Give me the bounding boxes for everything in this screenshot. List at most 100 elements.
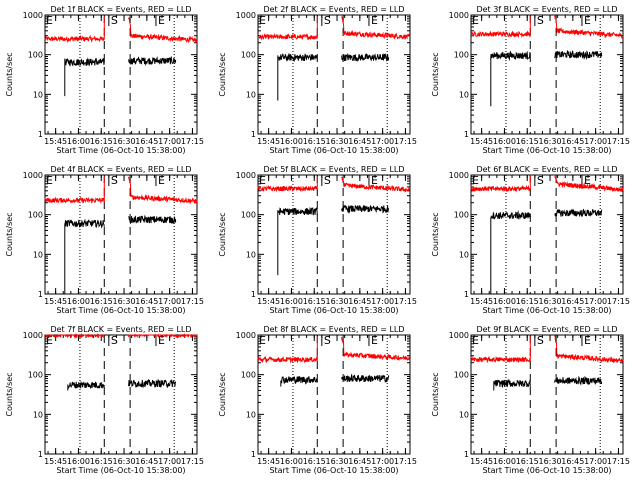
end-marker: E [371,174,378,187]
x-tick-label: 16:15 [303,137,326,146]
detector-panel-8: Det 8f BLACK = Events, RED = LLD Counts/s… [218,325,417,475]
panel-title: Det 6f BLACK = Events, RED = LLD [476,165,617,174]
end-marker: E [584,14,591,27]
y-tick-label: 100 [28,51,43,60]
y-tick-label: 100 [241,211,256,220]
x-tick-label: 17:15 [394,297,417,306]
start-marker: S [111,334,118,347]
lld-series-line-segment-2 [128,333,198,339]
left-end-marker: E [46,174,53,187]
lld-series-line-segment-1 [44,176,105,204]
x-tick-label: 17:00 [584,297,607,306]
plot-frame [470,174,624,295]
lld-series-line-segment-1 [257,336,318,364]
end-marker: E [158,14,165,27]
y-tick-label: 10 [33,250,43,259]
y-tick-label: 1000 [449,171,469,180]
y-tick-label: 10 [246,90,256,99]
x-tick-label: 16:15 [516,457,539,466]
lld-series-line-segment-1 [470,336,531,364]
x-axis-label: Start Time (06-Oct-10 15:38:00) [56,306,185,315]
lld-series-line-segment-2 [128,17,198,44]
y-tick-label: 1 [251,450,256,459]
plot-frame [470,14,624,135]
plot-frame [44,14,198,135]
x-tick-label: 17:00 [371,137,394,146]
detector-panel-3: Det 3f BLACK = Events, RED = LLD Counts/s… [431,5,630,155]
x-tick-label: 17:00 [371,457,394,466]
events-series-line-segment-1 [277,53,318,101]
x-tick-label: 16:30 [326,457,349,466]
y-axis-label: Counts/sec [431,212,440,256]
y-axis-label: Counts/sec [218,372,227,416]
panel-title: Det 7f BLACK = Events, RED = LLD [50,325,191,334]
start-marker: S [324,334,331,347]
x-axis-label: Start Time (06-Oct-10 15:38:00) [482,466,611,475]
lld-series-line-segment-1 [45,333,105,339]
y-tick-label: 10 [246,250,256,259]
lld-series-line-segment-2 [554,14,624,39]
events-series-line-segment-2 [128,214,177,225]
y-tick-label: 10 [459,90,469,99]
x-tick-label: 16:15 [516,137,539,146]
lld-series-line-segment-2 [554,176,624,193]
left-end-marker: E [472,334,479,347]
detector-panel-5: Det 5f BLACK = Events, RED = LLD Counts/s… [218,165,417,315]
y-tick-label: 1000 [23,171,43,180]
plot-frame [257,14,411,135]
left-end-marker: E [259,334,266,347]
x-tick-label: 16:30 [113,457,136,466]
panel-title: Det 4f BLACK = Events, RED = LLD [50,165,191,174]
x-tick-label: 15:45 [44,297,67,306]
y-axis-label: Counts/sec [218,52,227,96]
y-tick-label: 1000 [23,11,43,20]
y-axis-label: Counts/sec [431,372,440,416]
x-tick-label: 16:45 [561,297,584,306]
x-tick-label: 17:15 [607,457,630,466]
y-tick-label: 10 [33,90,43,99]
x-axis-label: Start Time (06-Oct-10 15:38:00) [56,466,185,475]
x-tick-label: 16:00 [493,457,516,466]
y-tick-label: 10 [33,410,43,419]
x-tick-label: 17:15 [181,297,204,306]
plot-frame [44,174,198,295]
panel-title: Det 2f BLACK = Events, RED = LLD [263,5,404,14]
start-marker: S [111,14,118,27]
x-tick-label: 16:30 [113,297,136,306]
y-tick-label: 1000 [23,331,43,340]
y-tick-label: 100 [241,51,256,60]
lld-series-line-segment-1 [470,175,531,193]
events-series-line-segment-2 [341,204,390,215]
x-tick-label: 16:00 [67,137,90,146]
x-axis-label: Start Time (06-Oct-10 15:38:00) [269,146,398,155]
panel-title: Det 9f BLACK = Events, RED = LLD [476,325,617,334]
x-tick-label: 15:45 [470,137,493,146]
x-tick-label: 17:15 [607,137,630,146]
x-tick-label: 16:45 [348,297,371,306]
lld-series-line-segment-1 [44,16,105,44]
end-marker: E [158,174,165,187]
y-axis-label: Counts/sec [431,52,440,96]
plot-frame [257,334,411,455]
x-tick-label: 15:45 [44,457,67,466]
y-tick-label: 1000 [236,331,256,340]
x-tick-label: 16:45 [561,457,584,466]
x-tick-label: 16:30 [539,457,562,466]
events-series-line-segment-1 [64,218,105,294]
events-series-line-segment-1 [493,378,531,391]
end-marker: E [371,14,378,27]
detector-panel-4: Det 4f BLACK = Events, RED = LLD Counts/s… [5,165,204,315]
x-tick-label: 17:15 [607,297,630,306]
y-tick-label: 100 [241,371,256,380]
x-tick-label: 16:15 [90,457,113,466]
x-tick-label: 16:15 [516,297,539,306]
y-axis-label: Counts/sec [5,52,14,96]
y-axis-label: Counts/sec [218,212,227,256]
x-tick-label: 16:15 [90,137,113,146]
x-tick-label: 16:30 [326,137,349,146]
y-tick-label: 1000 [236,11,256,20]
y-tick-label: 1 [464,130,469,139]
y-axis-label: Counts/sec [5,372,14,416]
events-series-line-segment-2 [341,52,390,63]
x-tick-label: 16:15 [303,297,326,306]
